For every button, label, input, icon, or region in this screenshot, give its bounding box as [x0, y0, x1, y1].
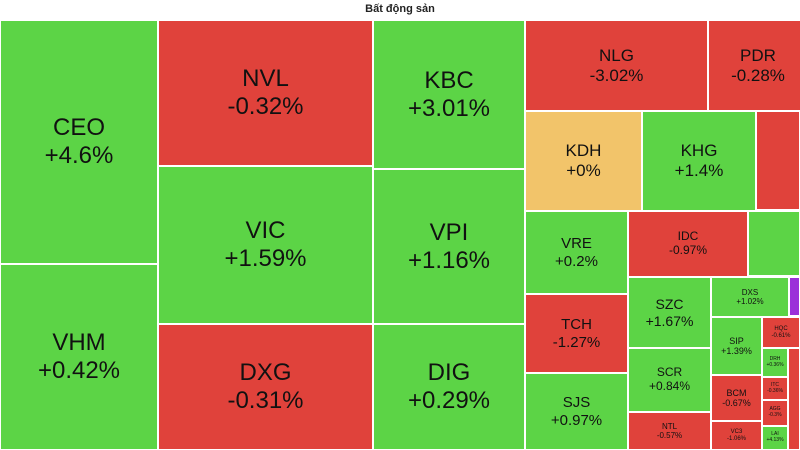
tile: AGG -0.3%: [762, 400, 788, 426]
tile: DXG -0.31%: [158, 324, 373, 450]
ticker: HQC: [774, 325, 788, 332]
ticker: IDC: [677, 229, 699, 244]
value-label: -3.02%: [589, 65, 644, 85]
tile: VC3 -1.06%: [711, 421, 762, 450]
ticker: KDH: [565, 141, 602, 161]
tile: VPI +1.16%: [373, 169, 525, 324]
tile-clipped: [788, 348, 800, 450]
tile-clipped: [789, 277, 800, 316]
ticker: ITC: [770, 381, 780, 388]
ticker: DIG: [427, 359, 471, 387]
tile-clipped: [756, 111, 800, 210]
value-label: +4.13%: [766, 437, 784, 443]
value-label: +1.59%: [224, 245, 307, 272]
tile: KHG +1.4%: [642, 111, 756, 211]
tile-clipped: [748, 211, 800, 276]
tile: DXS +1.02%: [711, 277, 789, 317]
value-label: +1.16%: [407, 246, 491, 274]
ticker: DRH: [769, 355, 781, 362]
value-label: +4.6%: [44, 142, 114, 169]
tile: NLG -3.02%: [525, 20, 708, 111]
value-label: +1.4%: [674, 161, 724, 180]
chart-title: Bất động sản: [365, 3, 435, 15]
ticker: KBC: [424, 66, 474, 94]
ticker: NTL: [661, 421, 678, 431]
value-label: -0.61%: [771, 332, 791, 339]
tile: DIG +0.29%: [373, 324, 525, 450]
value-label: -0.57%: [656, 431, 683, 440]
tile: SIP +1.39%: [711, 317, 762, 375]
ticker: VHM: [52, 329, 106, 357]
value-label: +0.97%: [550, 411, 603, 429]
ticker: LAI: [771, 431, 779, 438]
value-label: +3.01%: [407, 94, 491, 122]
ticker: NVL: [242, 65, 289, 93]
ticker: DXG: [239, 359, 292, 387]
tile: KBC +3.01%: [373, 20, 525, 169]
value-label: +0.36%: [766, 361, 784, 368]
ticker: SIP: [729, 335, 744, 346]
ticker: SZC: [655, 296, 684, 313]
tile: DRH +0.36%: [762, 348, 788, 377]
tile: TCH -1.27%: [525, 294, 628, 373]
tile: SJS +0.97%: [525, 373, 628, 450]
tile: SCR +0.84%: [628, 348, 711, 412]
tile: CEO +4.6%: [0, 20, 158, 264]
ticker: BCM: [726, 387, 747, 398]
tile: PDR -0.28%: [708, 20, 800, 111]
value-label: -0.28%: [731, 65, 785, 85]
ticker: VRE: [561, 235, 592, 253]
ticker: KHG: [680, 141, 718, 161]
tile: LAI +4.13%: [762, 426, 788, 450]
value-label: -0.3%: [768, 412, 782, 418]
tile: ITC -0.36%: [762, 377, 788, 400]
ticker: DXS: [741, 287, 759, 297]
ticker: PDR: [740, 45, 776, 65]
value-label: -0.67%: [722, 398, 751, 408]
value-label: +0.84%: [648, 379, 691, 393]
value-label: +1.02%: [736, 297, 764, 306]
value-label: -1.06%: [726, 435, 746, 442]
value-label: +1.67%: [645, 312, 694, 329]
value-label: -0.36%: [767, 387, 783, 394]
tile: VIC +1.59%: [158, 166, 373, 324]
value-label: -0.31%: [227, 387, 304, 414]
ticker: CEO: [52, 114, 105, 142]
ticker: VC3: [730, 428, 743, 435]
ticker: TCH: [561, 316, 592, 334]
value-label: +1.39%: [721, 346, 752, 356]
value-label: +0%: [566, 161, 601, 180]
ticker: SJS: [562, 394, 591, 412]
tile: IDC -0.97%: [628, 211, 748, 277]
tile: BCM -0.67%: [711, 375, 762, 421]
ticker: NLG: [599, 45, 634, 65]
ticker: AGG: [769, 406, 781, 413]
value-label: +0.29%: [407, 387, 491, 414]
tile: NTL -0.57%: [628, 412, 711, 450]
value-label: +0.2%: [555, 252, 598, 270]
tile: KDH +0%: [525, 111, 642, 211]
value-label: +0.42%: [37, 357, 121, 384]
ticker: SCR: [656, 365, 683, 380]
ticker: VIC: [245, 217, 286, 245]
tile: VHM +0.42%: [0, 264, 158, 450]
value-label: -0.97%: [668, 243, 708, 257]
tile: SZC +1.67%: [628, 277, 711, 348]
tile: NVL -0.32%: [158, 20, 373, 166]
ticker: VPI: [429, 218, 469, 246]
tile: VRE +0.2%: [525, 211, 628, 294]
value-label: -1.27%: [552, 333, 601, 351]
tile: HQC -0.61%: [762, 317, 800, 348]
value-label: -0.32%: [227, 93, 304, 120]
